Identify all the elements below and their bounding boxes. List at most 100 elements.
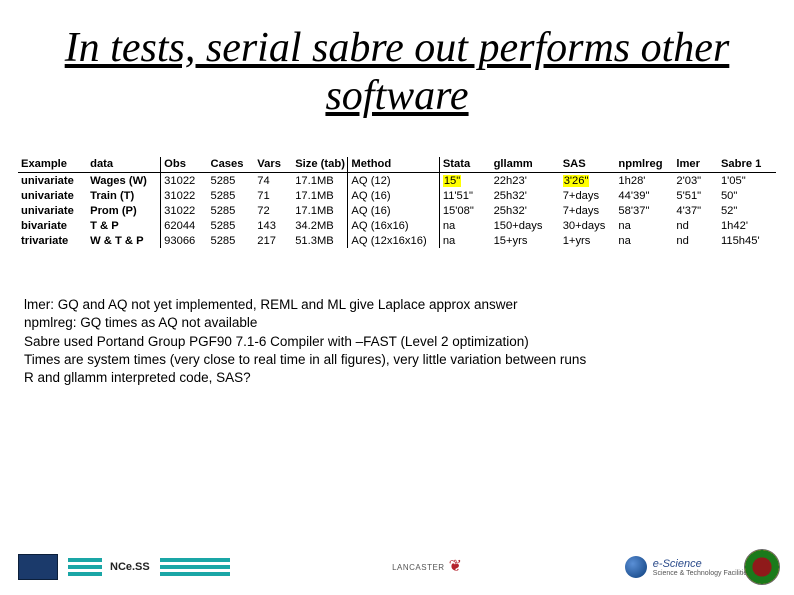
table-cell: 31022	[161, 203, 208, 218]
col-vars: Vars	[254, 157, 292, 173]
table-cell: 15"	[439, 173, 490, 189]
table-cell: nd	[673, 218, 718, 233]
col-method: Method	[348, 157, 439, 173]
table-cell: 58'37"	[615, 203, 673, 218]
table-cell: 31022	[161, 188, 208, 203]
table-cell: 7+days	[560, 203, 616, 218]
table-cell: univariate	[18, 203, 87, 218]
table-cell: univariate	[18, 188, 87, 203]
col-lmer: lmer	[673, 157, 718, 173]
table-cell: 74	[254, 173, 292, 189]
table-cell: 7+days	[560, 188, 616, 203]
benchmark-table: Example data Obs Cases Vars Size (tab) M…	[18, 157, 776, 249]
table-cell: 5285	[207, 218, 254, 233]
benchmark-table-wrap: Example data Obs Cases Vars Size (tab) M…	[18, 157, 776, 249]
bars2-icon	[160, 558, 230, 576]
table-cell: 115h45'	[718, 233, 776, 248]
table-cell: 1h28'	[615, 173, 673, 189]
note-line: lmer: GQ and AQ not yet implemented, REM…	[24, 296, 770, 314]
table-cell: 52"	[718, 203, 776, 218]
table-cell: 217	[254, 233, 292, 248]
table-cell: 44'39"	[615, 188, 673, 203]
table-cell: na	[439, 218, 490, 233]
globe-icon	[625, 556, 647, 578]
col-sabre: Sabre 1	[718, 157, 776, 173]
table-row: bivariateT & P62044528514334.2MBAQ (16x1…	[18, 218, 776, 233]
table-cell: 62044	[161, 218, 208, 233]
table-cell: na	[439, 233, 490, 248]
table-cell: 15+yrs	[491, 233, 560, 248]
col-data: data	[87, 157, 161, 173]
col-cases: Cases	[207, 157, 254, 173]
highlighted-value: 15"	[443, 175, 461, 187]
table-cell: 5285	[207, 173, 254, 189]
table-cell: AQ (16x16)	[348, 218, 439, 233]
table-cell: 2'03"	[673, 173, 718, 189]
table-cell: 30+days	[560, 218, 616, 233]
table-cell: Wages (W)	[87, 173, 161, 189]
table-cell: 17.1MB	[292, 173, 348, 189]
table-cell: 71	[254, 188, 292, 203]
table-cell: 51.3MB	[292, 233, 348, 248]
col-example: Example	[18, 157, 87, 173]
table-cell: AQ (12)	[348, 173, 439, 189]
col-gllamm: gllamm	[491, 157, 560, 173]
ncess-label: NCe.SS	[110, 561, 150, 573]
table-cell: 1h42'	[718, 218, 776, 233]
table-cell: 34.2MB	[292, 218, 348, 233]
table-cell: Prom (P)	[87, 203, 161, 218]
table-cell: 15'08"	[439, 203, 490, 218]
table-cell: 3'26"	[560, 173, 616, 189]
bars-icon	[68, 558, 102, 576]
table-cell: 5'51"	[673, 188, 718, 203]
footer-bar: NCe.SS LANCASTER ❦ e-Science Science & T…	[0, 547, 794, 587]
corner-badge-icon	[744, 549, 780, 585]
note-line: Times are system times (very close to re…	[24, 351, 770, 369]
table-cell: 17.1MB	[292, 188, 348, 203]
slide-title: In tests, serial sabre out performs othe…	[0, 0, 794, 121]
note-line: Sabre used Portand Group PGF90 7.1-6 Com…	[24, 333, 770, 351]
table-cell: 5285	[207, 203, 254, 218]
lancaster-logo: LANCASTER ❦	[392, 563, 462, 572]
table-cell: na	[615, 218, 673, 233]
table-cell: Train (T)	[87, 188, 161, 203]
table-cell: 5285	[207, 188, 254, 203]
table-cell: 150+days	[491, 218, 560, 233]
note-line: npmlreg: GQ times as AQ not available	[24, 314, 770, 332]
table-cell: 143	[254, 218, 292, 233]
table-cell: 25h32'	[491, 188, 560, 203]
table-cell: 50"	[718, 188, 776, 203]
table-cell: 11'51"	[439, 188, 490, 203]
table-cell: W & T & P	[87, 233, 161, 248]
table-row: univariateProm (P)3102252857217.1MBAQ (1…	[18, 203, 776, 218]
table-cell: AQ (16)	[348, 203, 439, 218]
table-cell: 5285	[207, 233, 254, 248]
col-size: Size (tab)	[292, 157, 348, 173]
table-header-row: Example data Obs Cases Vars Size (tab) M…	[18, 157, 776, 173]
table-cell: 93066	[161, 233, 208, 248]
table-row: univariateTrain (T)3102252857117.1MBAQ (…	[18, 188, 776, 203]
table-cell: 4'37"	[673, 203, 718, 218]
table-cell: univariate	[18, 173, 87, 189]
leaf-icon: ❦	[449, 563, 463, 571]
col-stata: Stata	[439, 157, 490, 173]
col-npmlreg: npmlreg	[615, 157, 673, 173]
table-cell: AQ (16)	[348, 188, 439, 203]
table-cell: bivariate	[18, 218, 87, 233]
table-cell: 72	[254, 203, 292, 218]
table-cell: 31022	[161, 173, 208, 189]
table-cell: T & P	[87, 218, 161, 233]
col-obs: Obs	[161, 157, 208, 173]
table-cell: 1+yrs	[560, 233, 616, 248]
table-cell: trivariate	[18, 233, 87, 248]
lancaster-text: LANCASTER	[392, 563, 445, 572]
table-cell: nd	[673, 233, 718, 248]
col-sas: SAS	[560, 157, 616, 173]
table-cell: 25h32'	[491, 203, 560, 218]
table-cell: 22h23'	[491, 173, 560, 189]
note-line: R and gllamm interpreted code, SAS?	[24, 369, 770, 387]
highlighted-value: 3'26"	[563, 175, 590, 187]
table-row: univariateWages (W)3102252857417.1MBAQ (…	[18, 173, 776, 189]
table-cell: 1'05"	[718, 173, 776, 189]
table-cell: AQ (12x16x16)	[348, 233, 439, 248]
